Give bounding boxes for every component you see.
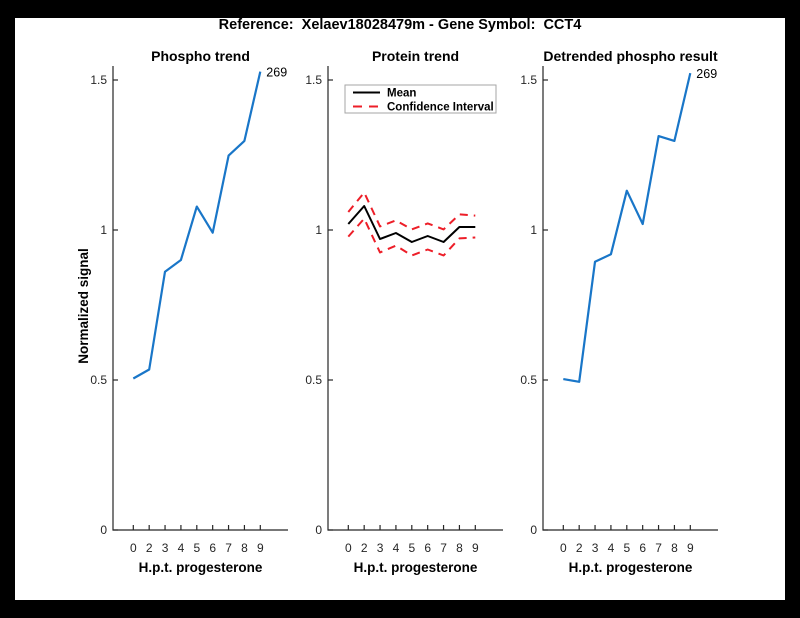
legend-label: Mean [387,88,416,100]
subplot-detrended-phospho: 0 0.5 1 1.5 0 2 3 4 5 6 7 8 9 Detrended phospho resul… [498,45,733,590]
y-tick-label: 1 [315,223,322,237]
series-ci-lower [347,217,476,257]
axis-spines [327,66,503,531]
endpoint-annotation: 269 [266,66,287,80]
x-tick-label: 7 [225,541,232,555]
x-tick-label: 4 [608,541,615,555]
y-tick-label: 1.5 [520,73,537,87]
x-tick-label: 9 [257,541,264,555]
legend-box [344,84,497,114]
x-tick-label: 9 [472,541,479,555]
x-tick-label: 5 [623,541,630,555]
series-protein-mean [347,205,476,243]
y-tick-label: 0.5 [520,373,537,387]
endpoint-annotation: 269 [696,67,717,81]
subplot-title: Protein trend [372,48,459,64]
x-tick-label: 8 [671,541,678,555]
x-tick-label: 9 [687,541,694,555]
axis-spines [542,66,718,531]
y-tick-label: 0.5 [305,373,322,387]
y-tick-label: 0 [530,523,537,537]
x-tick-label: 0 [130,541,137,555]
y-tick-label: 1.5 [90,73,107,87]
x-tick-label: 4 [178,541,185,555]
y-tick-label: 1 [100,223,107,237]
y-tick-label: 1 [530,223,537,237]
x-tick-label: 0 [345,541,352,555]
y-tick-label: 0 [100,523,107,537]
figure-canvas [15,18,785,600]
series-detrended-phospho [563,72,692,383]
x-tick-label: 4 [393,541,400,555]
x-tick-label: 2 [361,541,368,555]
figure-title: Reference: Xelaev18028479m - Gene Symbol… [218,17,582,33]
x-tick-label: 3 [162,541,169,555]
x-tick-label: 8 [456,541,463,555]
subplot-title: Detrended phospho result [543,48,718,64]
subplot-phospho-trend: 0 0.5 1 1.5 0 2 3 4 5 6 7 8 9 Phospho trend H.p.t. pro… [68,45,303,590]
y-tick-label: 0.5 [90,373,107,387]
x-tick-label: 0 [560,541,567,555]
x-tick-label: 3 [377,541,384,555]
x-tick-label: 5 [408,541,415,555]
x-axis-label: H.p.t. progesterone [139,560,263,575]
x-tick-label: 7 [440,541,447,555]
series-phospho-trend [132,71,262,380]
x-tick-label: 6 [209,541,216,555]
y-tick-label: 1.5 [305,73,322,87]
series-ci-upper [347,191,476,231]
x-tick-label: 6 [639,541,646,555]
x-tick-label: 8 [241,541,248,555]
x-tick-label: 6 [424,541,431,555]
subplot-protein-trend: 0 0.5 1 1.5 0 2 3 4 5 6 7 8 9 Protein trend H.p.t. pro… [283,45,518,590]
x-tick-label: 3 [592,541,599,555]
y-axis-label: Normalized signal [76,248,91,364]
axis-spines [112,66,288,531]
x-tick-label: 5 [193,541,200,555]
x-tick-label: 2 [576,541,583,555]
subplot-title: Phospho trend [151,48,250,64]
x-tick-label: 2 [146,541,153,555]
x-axis-label: H.p.t. progesterone [569,560,693,575]
y-tick-label: 0 [315,523,322,537]
x-tick-label: 7 [655,541,662,555]
legend-label: Confidence Interval [387,102,494,114]
x-axis-label: H.p.t. progesterone [354,560,478,575]
